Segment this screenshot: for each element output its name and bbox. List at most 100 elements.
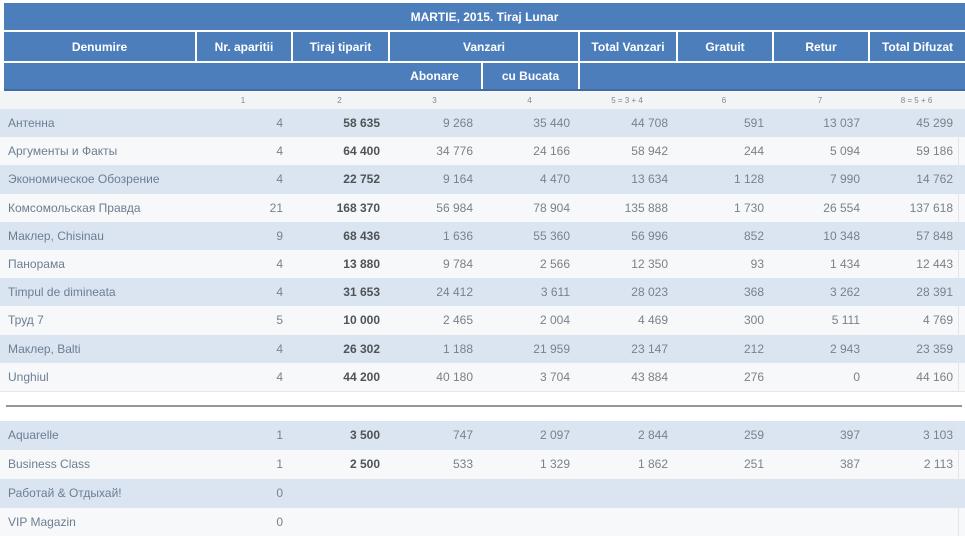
index-8: 8 = 5 + 6 — [900, 95, 933, 105]
cell-value: 387 — [839, 457, 860, 472]
col-header-vanzari: Vanzari — [388, 32, 578, 61]
cell-value — [291, 479, 388, 508]
row-edge-sliver — [958, 249, 965, 279]
cell-value — [388, 479, 481, 508]
table-row: Маклер, Chisinau 9 68 436 1 636 55 360 56 996… — [0, 221, 965, 250]
cell-value: 1 188 — [442, 341, 473, 356]
cell-value: 4 — [276, 144, 283, 159]
row-label: Business Class — [8, 457, 91, 472]
cell-value — [868, 508, 958, 536]
cell-value — [868, 479, 958, 508]
cell-value: 26 554 — [823, 200, 860, 215]
row-edge-sliver — [958, 507, 965, 536]
row-label: VIP Magazin — [8, 515, 76, 530]
group-separator — [0, 390, 965, 421]
cell-value: 58 635 — [343, 116, 380, 131]
cell-value — [291, 508, 388, 536]
cell-value: 4 — [276, 172, 283, 187]
cell-value: 13 880 — [343, 257, 380, 272]
table-header: MARTIE, 2015. Tiraj Lunar Denumire Nr. a… — [4, 3, 965, 91]
cell-value: 1 730 — [733, 200, 764, 215]
column-index-row: 1 2 3 4 5 = 3 + 4 6 7 8 = 5 + 6 — [0, 91, 965, 109]
cell-value: 68 436 — [343, 228, 380, 243]
row-label: Труд 7 — [8, 313, 44, 328]
row-label: Панорама — [8, 257, 65, 272]
row-label: Маклер, Balti — [8, 341, 81, 356]
cell-value — [481, 479, 578, 508]
cell-value: 23 359 — [916, 341, 953, 356]
cell-value: 300 — [743, 313, 764, 328]
cell-value: 212 — [743, 341, 764, 356]
cell-value: 4 — [276, 116, 283, 131]
cell-value: 2 500 — [349, 457, 380, 472]
cell-value: 58 942 — [631, 144, 668, 159]
cell-value: 1 862 — [637, 457, 668, 472]
row-label: Timpul de dimineata — [8, 285, 116, 300]
cell-value: 533 — [452, 457, 473, 472]
cell-value: 4 469 — [637, 313, 668, 328]
cell-value — [772, 479, 868, 508]
cell-value: 21 — [269, 200, 283, 215]
row-label: Антенна — [8, 116, 55, 131]
cell-value: 1 — [276, 457, 283, 472]
cell-value — [578, 479, 676, 508]
cell-value: 9 — [276, 228, 283, 243]
cell-value: 1 — [276, 428, 283, 443]
cell-value: 747 — [452, 428, 473, 443]
cell-value: 4 — [276, 285, 283, 300]
row-edge-sliver — [958, 449, 965, 479]
col-header-tiraj-tiparit: Tiraj tiparit — [291, 32, 388, 61]
cell-value: 59 186 — [916, 144, 953, 159]
cell-value: 3 500 — [349, 428, 380, 443]
cell-value: 5 — [276, 313, 283, 328]
cell-value — [388, 508, 481, 536]
cell-value: 251 — [743, 457, 764, 472]
cell-value: 14 762 — [916, 172, 953, 187]
col-header-total-difuzat: Total Difuzat — [868, 32, 965, 61]
table-row: Aquarelle 1 3 500 747 2 097 2 844 259 397 3 103 — [0, 420, 965, 450]
cell-value: 64 400 — [343, 144, 380, 159]
cell-value: 9 784 — [442, 257, 473, 272]
column-header-row: Denumire Nr. aparitii Tiraj tiparit Vanz… — [4, 32, 965, 61]
sub-header-row: Abonare cu Bucata — [4, 63, 965, 91]
cell-value: 1 128 — [733, 172, 764, 187]
cell-value: 852 — [743, 228, 764, 243]
index-2: 2 — [337, 95, 342, 105]
header-filler-right — [578, 63, 965, 89]
cell-value: 44 708 — [631, 116, 668, 131]
cell-value: 57 848 — [916, 228, 953, 243]
col-header-cu-bucata: cu Bucata — [481, 63, 578, 89]
cell-value: 1 329 — [539, 457, 570, 472]
cell-value: 56 984 — [436, 200, 473, 215]
cell-value: 9 164 — [442, 172, 473, 187]
row-label: Unghiul — [8, 369, 49, 384]
row-label: Экономическое Обозрение — [8, 172, 160, 187]
table-row: Работай & Отдыхай! 0 — [0, 478, 965, 508]
index-1: 1 — [240, 95, 246, 105]
cell-value: 22 752 — [343, 172, 380, 187]
row-edge-sliver — [958, 306, 965, 335]
cell-value: 1 434 — [829, 257, 860, 272]
col-header-abonare: Abonare — [388, 63, 481, 89]
cell-value: 4 — [276, 257, 283, 272]
row-edge-sliver — [958, 478, 965, 508]
row-edge-sliver — [958, 137, 965, 166]
cell-value: 0 — [276, 486, 283, 501]
index-spacer — [0, 91, 195, 109]
index-7: 7 — [817, 95, 823, 105]
index-5: 5 = 3 + 4 — [611, 95, 643, 105]
cell-value: 7 990 — [829, 172, 860, 187]
cell-value: 9 268 — [442, 116, 473, 131]
row-edge-sliver — [958, 221, 965, 250]
row-edge-sliver — [958, 109, 965, 138]
cell-value: 0 — [853, 369, 860, 384]
header-filler-left — [4, 63, 388, 89]
row-label: Маклер, Chisinau — [8, 228, 104, 243]
row-label: Работай & Отдыхай! — [8, 486, 122, 501]
cell-value: 40 180 — [436, 369, 473, 384]
row-edge-sliver — [958, 362, 965, 391]
separator-line — [6, 404, 962, 407]
cell-value: 135 888 — [624, 200, 668, 215]
cell-value: 34 776 — [436, 144, 473, 159]
